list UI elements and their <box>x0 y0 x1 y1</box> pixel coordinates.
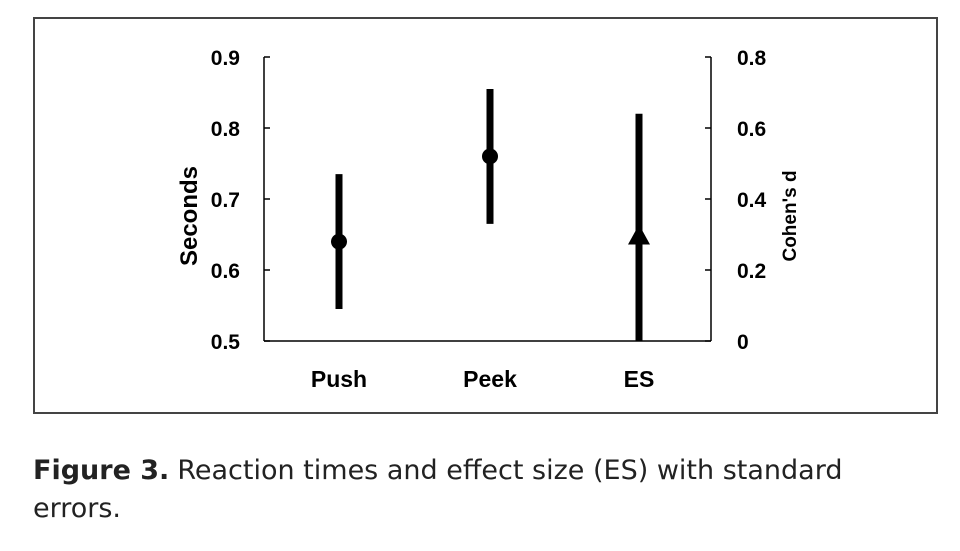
left-tick-label: 0.7 <box>211 189 240 212</box>
left-tick-label: 0.6 <box>211 260 240 283</box>
labels-layer: Seconds Cohen's d <box>176 166 801 266</box>
figure-caption: Figure 3. Reaction times and effect size … <box>33 452 933 528</box>
right-tick-label: 0.4 <box>737 189 767 212</box>
right-tick-label: 0.6 <box>737 118 766 141</box>
right-tick-label: 0.2 <box>737 260 766 283</box>
left-axis-label: Seconds <box>176 166 203 266</box>
ticks-layer: 0.5 0.6 0.7 0.8 0.9 0 0.2 0.4 0.6 0.8 Push Peek ES <box>211 47 767 392</box>
marks-layer <box>331 88 650 341</box>
chart-frame: 0.5 0.6 0.7 0.8 0.9 0 0.2 0.4 0.6 0.8 Push Peek ES S… <box>33 17 938 414</box>
category-label: Peek <box>463 366 517 392</box>
figure-caption-text: Reaction times and effect size (ES) with… <box>33 455 843 524</box>
data-point-marker <box>331 233 347 250</box>
chart-plot: 0.5 0.6 0.7 0.8 0.9 0 0.2 0.4 0.6 0.8 Push Peek ES S… <box>176 47 801 392</box>
figure-label: Figure 3. <box>33 455 170 486</box>
right-tick-label: 0 <box>737 331 749 354</box>
left-tick-label: 0.5 <box>211 331 241 354</box>
left-tick-label: 0.8 <box>211 118 241 141</box>
left-tick-label: 0.9 <box>211 47 240 70</box>
right-tick-label: 0.8 <box>737 47 767 70</box>
data-point-marker <box>482 148 498 165</box>
right-axis-label: Cohen's d <box>780 170 801 261</box>
data-point-marker <box>628 224 650 245</box>
category-label: Push <box>311 366 367 392</box>
category-label: ES <box>624 366 655 392</box>
